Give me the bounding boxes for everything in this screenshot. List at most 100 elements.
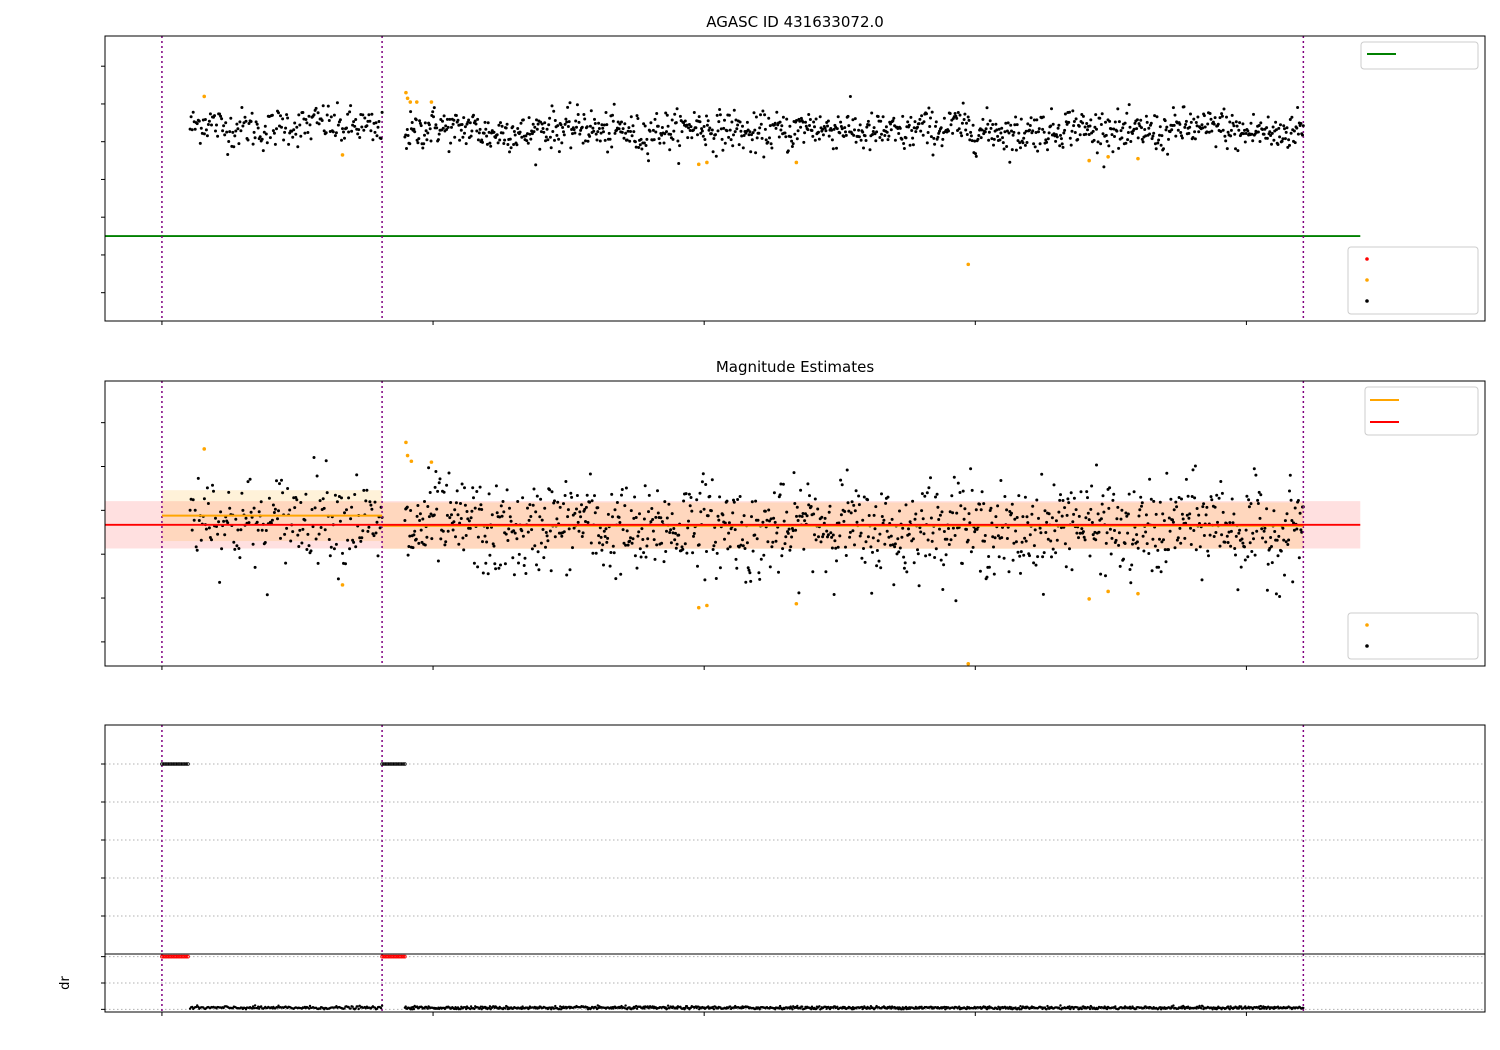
clipped-dr-point <box>389 954 394 959</box>
ok-point <box>694 126 698 130</box>
ok-point <box>235 122 239 126</box>
ok-point <box>282 138 286 142</box>
ok-point <box>919 129 923 133</box>
ok-point <box>629 536 632 540</box>
clipped-dr-point <box>171 954 176 959</box>
ok-point <box>250 111 254 115</box>
ok-point <box>1051 122 1055 126</box>
ok-point <box>959 131 963 135</box>
ok-point <box>921 517 925 521</box>
ok-point <box>540 122 544 126</box>
ok-point <box>1270 131 1274 135</box>
ok-point <box>367 113 371 117</box>
flag-point <box>168 762 172 766</box>
ok-point <box>734 118 738 122</box>
ok-point <box>929 516 933 520</box>
ok-point <box>927 486 931 490</box>
ok-point <box>996 534 1000 538</box>
ok-point <box>206 502 210 505</box>
ok-point <box>844 130 847 134</box>
ok-point <box>352 540 356 544</box>
ok-point <box>1170 128 1174 132</box>
ok-point <box>300 541 304 545</box>
ok-point <box>788 548 792 552</box>
ok-point <box>652 538 656 542</box>
ok-point <box>611 515 614 519</box>
ok-point <box>738 120 742 124</box>
ok-point <box>655 543 659 547</box>
ok-point <box>427 466 431 470</box>
ok-point <box>569 491 573 495</box>
ok-point <box>423 500 426 503</box>
ok-point <box>1226 130 1230 134</box>
ok-point <box>1288 489 1291 493</box>
ok-point <box>1279 549 1283 553</box>
ok-point <box>665 130 668 134</box>
ok-point <box>710 478 714 482</box>
ok-point <box>575 103 579 107</box>
ok-point <box>1241 122 1245 126</box>
clipped-dr-point <box>179 954 184 959</box>
ok-point <box>718 113 722 117</box>
ok-point <box>251 142 255 146</box>
ok-point <box>795 119 798 122</box>
ok-point <box>481 540 484 544</box>
legend-top <box>1364 386 1479 436</box>
ok-point <box>485 142 489 146</box>
ok-point <box>516 127 520 130</box>
legend-box <box>1360 41 1479 70</box>
ok-point <box>260 137 264 141</box>
ok-point <box>1076 138 1080 141</box>
ok-point <box>814 538 818 542</box>
ok-point <box>544 139 547 143</box>
ok-point <box>1043 509 1047 513</box>
ok-point <box>535 494 539 498</box>
ok-point <box>984 127 988 131</box>
ok-point <box>522 564 526 567</box>
ok-point <box>1135 127 1139 131</box>
chart-title: Magnitude Estimates <box>716 358 874 376</box>
ok-point <box>321 104 325 108</box>
ok-point <box>1160 540 1164 544</box>
ok-point <box>999 479 1003 482</box>
ok-point <box>665 516 669 520</box>
dr-point <box>836 1005 839 1008</box>
ok-point <box>949 538 953 542</box>
ok-point <box>476 535 480 539</box>
ok-point <box>635 114 639 118</box>
ok-point <box>830 535 834 539</box>
ok-point <box>1207 554 1210 558</box>
ok-point <box>1251 531 1255 535</box>
ok-point <box>437 481 441 485</box>
ok-point <box>926 131 930 134</box>
ok-point <box>444 540 448 544</box>
ok-point <box>889 534 893 538</box>
ok-point <box>1045 140 1049 144</box>
ok-point <box>904 136 908 140</box>
ok-point <box>220 117 224 121</box>
legend-marker <box>1365 299 1369 303</box>
clipped-dr-point <box>177 954 182 959</box>
ok-point <box>1229 134 1233 138</box>
dr-point <box>411 1005 415 1009</box>
ok-point <box>473 506 477 510</box>
ok-point <box>415 514 419 518</box>
ok-point <box>262 130 266 134</box>
ok-point <box>871 133 874 136</box>
ok-point <box>1078 133 1082 137</box>
ok-point <box>1245 494 1249 498</box>
ok-point <box>191 110 195 114</box>
ok-point <box>678 114 682 118</box>
ok-point <box>684 492 688 496</box>
ok-point <box>813 497 817 501</box>
highlighted-point <box>1106 154 1110 159</box>
ok-point <box>240 106 244 109</box>
flag-point <box>386 762 391 766</box>
ok-point <box>408 534 412 538</box>
clipped-dr-point <box>385 954 389 959</box>
ok-point <box>604 527 608 531</box>
ok-point <box>519 121 523 125</box>
ok-point <box>902 147 906 150</box>
ok-point <box>1097 530 1101 534</box>
ok-point <box>606 512 610 516</box>
